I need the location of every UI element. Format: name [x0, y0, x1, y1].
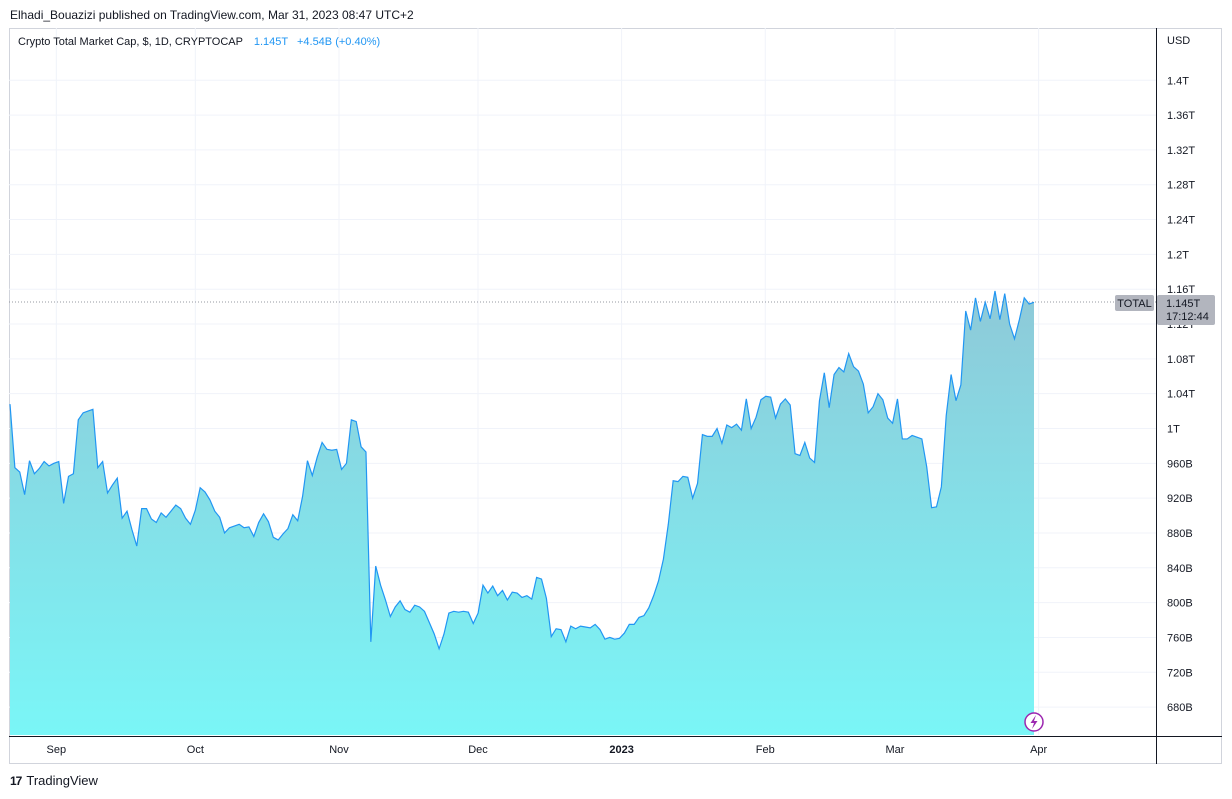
brand-name: TradingView — [26, 773, 98, 788]
symbol-title: Crypto Total Market Cap, $, 1D, CRYPTOCA… — [18, 36, 243, 48]
time-tick-label: Oct — [187, 744, 204, 756]
area-fill — [10, 290, 1034, 735]
chart-frame — [9, 28, 1222, 764]
price-tag-bg — [1157, 295, 1215, 325]
price-tick-label: 800B — [1167, 598, 1193, 610]
time-tick-label: Feb — [756, 744, 775, 756]
symbol-tag-bg — [1115, 295, 1154, 311]
time-tick-label: 2023 — [609, 744, 633, 756]
price-tick-label: 1T — [1167, 424, 1180, 436]
price-line — [9, 290, 1035, 651]
price-tick-label: 1.36T — [1167, 110, 1195, 122]
footer-branding[interactable]: 17 TradingView — [10, 773, 98, 788]
time-tick-label: Apr — [1030, 744, 1047, 756]
price-tick-label: 680B — [1167, 702, 1193, 714]
price-tag: TOTAL 1.145T 17:12:44 — [1115, 295, 1215, 325]
currency-label: USD — [1167, 35, 1190, 47]
price-tick-label: 1.24T — [1167, 215, 1195, 227]
price-tick-label: 1.28T — [1167, 180, 1195, 192]
tradingview-logo-icon: 17 — [10, 773, 22, 788]
time-tick-label: Nov — [329, 744, 349, 756]
value-change: +4.54B (+0.40%) — [296, 36, 381, 48]
price-tag-countdown: 17:12:44 — [1166, 311, 1209, 323]
time-tick-label: Mar — [886, 744, 905, 756]
price-tick-label: 880B — [1167, 528, 1193, 540]
price-tick-label: 1.04T — [1167, 389, 1195, 401]
price-tick-label: 840B — [1167, 563, 1193, 575]
price-tick-label: 920B — [1167, 493, 1193, 505]
last-value: 1.145T — [253, 36, 288, 48]
price-tag-value: 1.145T — [1166, 298, 1201, 310]
symbol-legend[interactable]: Crypto Total Market Cap, $, 1D, CRYPTOCA… — [18, 36, 380, 48]
price-tick-label: 1.4T — [1167, 75, 1189, 87]
price-tick-label: 1.32T — [1167, 145, 1195, 157]
time-axis-labels: Sep Oct Nov Dec 2023 Feb Mar Apr — [47, 744, 1048, 756]
price-tick-label: 1.16T — [1167, 284, 1195, 296]
symbol-tag: TOTAL — [1117, 298, 1151, 310]
lightning-icon[interactable] — [1024, 712, 1044, 732]
price-tick-label: 720B — [1167, 667, 1193, 679]
time-tick-label: Sep — [47, 744, 67, 756]
price-tick-label: 760B — [1167, 632, 1193, 644]
publisher-line: Elhadi_Bouazizi published on TradingView… — [10, 8, 414, 22]
time-tick-label: Dec — [468, 744, 488, 756]
price-tick-label: 1.08T — [1167, 354, 1195, 366]
price-axis-labels: 1.4T1.36T1.32T1.28T1.24T1.2T1.16T1.12T1.… — [1167, 75, 1195, 714]
price-tick-label: 1.2T — [1167, 249, 1189, 261]
price-tick-label: 960B — [1167, 458, 1193, 470]
